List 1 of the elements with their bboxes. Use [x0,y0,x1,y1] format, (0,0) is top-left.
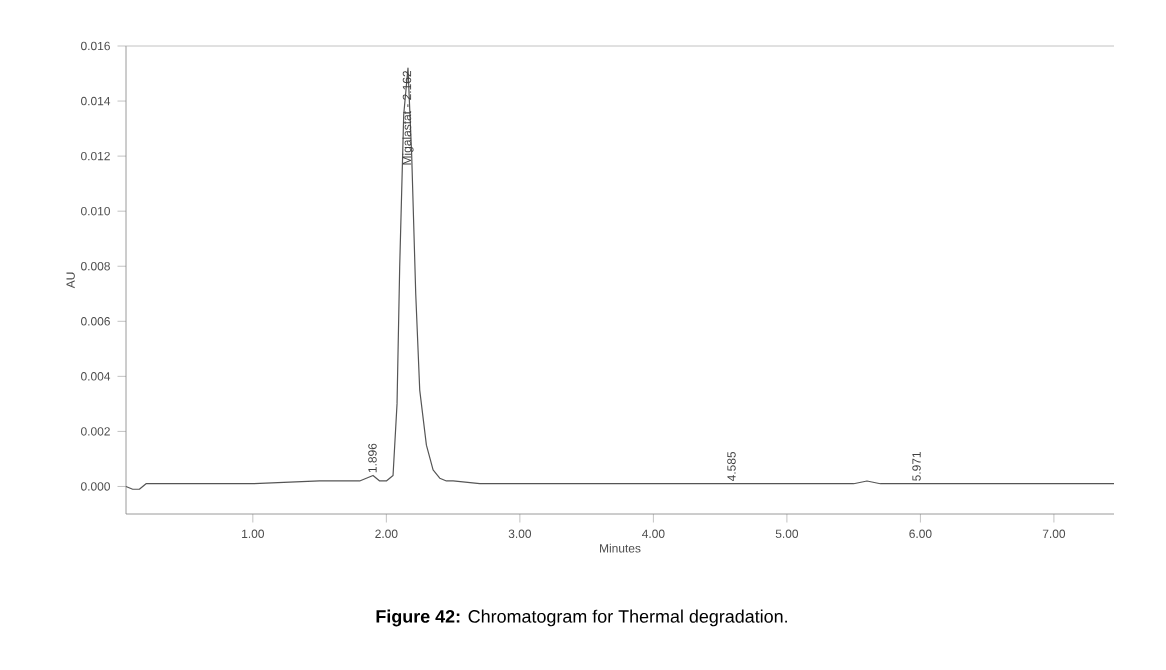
text: Figure 42: Chromatogram for Thermal degradation. [376,609,787,627]
